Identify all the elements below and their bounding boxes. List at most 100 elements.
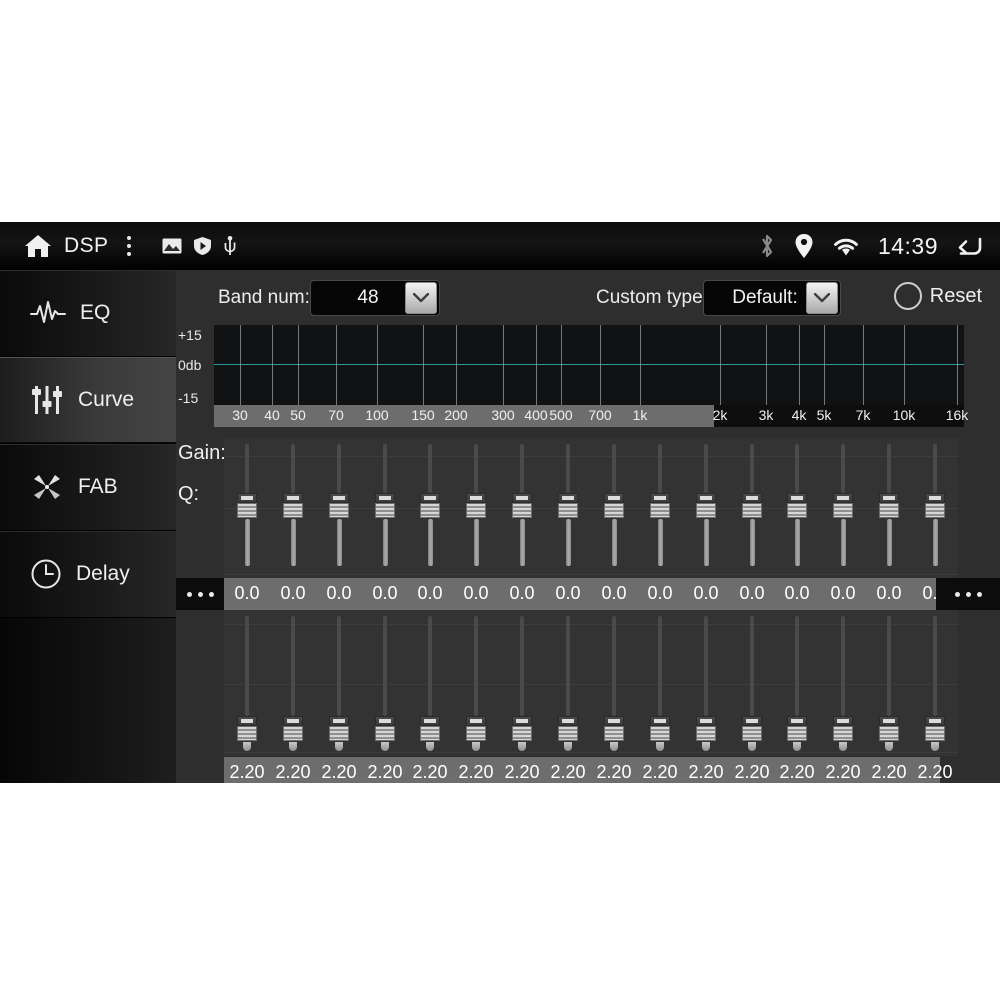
slider-thumb[interactable] [236,492,258,519]
slider[interactable] [419,610,441,756]
slider-thumb-grip [328,502,349,518]
slider-thumb[interactable] [878,492,900,519]
slider-thumb[interactable] [465,492,487,519]
location-icon[interactable] [794,233,814,259]
slider-track-lower [887,518,893,566]
slider-thumb[interactable] [649,715,671,742]
slider[interactable] [465,610,487,756]
slider[interactable] [832,610,854,756]
frequency-tick-label: 150 [411,407,435,423]
sidebar-item-delay[interactable]: Delay [0,531,176,618]
slider[interactable] [511,438,533,578]
frequency-tick-label: 30 [232,407,248,423]
slider-thumb[interactable] [557,715,579,742]
gain-more-right-button[interactable] [936,578,1000,610]
slider[interactable] [924,610,946,756]
sidebar-item-eq[interactable]: EQ [0,270,176,357]
slider[interactable] [878,610,900,756]
slider[interactable] [603,438,625,578]
slider[interactable] [878,438,900,578]
slider-thumb[interactable] [603,715,625,742]
slider-thumb[interactable] [832,715,854,742]
slider[interactable] [328,438,350,578]
slider[interactable] [832,438,854,578]
slider[interactable] [695,610,717,756]
slider-thumb[interactable] [374,715,396,742]
eq-curve-chart[interactable] [214,325,964,405]
slider-thumb[interactable] [878,715,900,742]
slider[interactable] [557,610,579,756]
gain-more-left-button[interactable] [176,578,224,610]
slider[interactable] [465,438,487,578]
slider-thumb[interactable] [695,715,717,742]
usb-icon[interactable] [223,236,237,256]
slider[interactable] [328,610,350,756]
wifi-icon[interactable] [832,235,860,257]
slider-thumb[interactable] [282,715,304,742]
slider[interactable] [374,610,396,756]
slider-value: 2.20 [412,762,448,782]
frequency-tick-label: 40 [264,407,280,423]
sidebar-item-curve[interactable]: Curve [0,357,176,444]
chart-gridline [561,325,562,405]
home-icon[interactable] [24,233,52,259]
slider[interactable] [282,610,304,756]
slider-thumb[interactable] [924,715,946,742]
chevron-down-icon[interactable] [806,282,838,314]
slider[interactable] [374,438,396,578]
slider-thumb[interactable] [419,492,441,519]
slider-end-cap [380,741,389,751]
slider-thumb[interactable] [419,715,441,742]
custom-type-dropdown[interactable]: Default: [703,280,841,316]
slider-thumb[interactable] [511,715,533,742]
slider-end-cap [885,741,894,751]
slider-thumb[interactable] [741,715,763,742]
slider[interactable] [695,438,717,578]
slider[interactable] [741,610,763,756]
slider[interactable] [282,438,304,578]
slider[interactable] [924,438,946,578]
slider[interactable] [236,610,258,756]
slider-thumb[interactable] [786,715,808,742]
slider-thumb[interactable] [282,492,304,519]
slider-thumb[interactable] [786,492,808,519]
slider[interactable] [649,610,671,756]
slider-thumb[interactable] [374,492,396,519]
slider[interactable] [603,610,625,756]
slider[interactable] [236,438,258,578]
slider-thumb[interactable] [741,492,763,519]
slider-thumb[interactable] [695,492,717,519]
gain-section-label: Gain: [178,442,226,464]
slider-thumb-top [512,492,533,503]
slider-end-cap [472,741,481,751]
chevron-down-icon[interactable] [405,282,437,314]
slider[interactable] [557,438,579,578]
back-icon[interactable] [956,235,982,257]
shield-icon[interactable] [194,237,212,255]
slider-thumb[interactable] [236,715,258,742]
slider[interactable] [649,438,671,578]
slider-thumb[interactable] [649,492,671,519]
sidebar-item-fab[interactable]: FAB [0,444,176,531]
overflow-menu-icon[interactable] [120,231,138,261]
slider-thumb[interactable] [511,492,533,519]
slider-thumb[interactable] [603,492,625,519]
slider[interactable] [419,438,441,578]
band-num-dropdown[interactable]: 48 [310,280,440,316]
slider-thumb-grip [603,502,624,518]
slider-thumb[interactable] [557,492,579,519]
slider-thumb[interactable] [924,492,946,519]
slider[interactable] [786,610,808,756]
slider[interactable] [511,610,533,756]
slider-thumb[interactable] [328,715,350,742]
frequency-tick-label: 1k [632,407,648,423]
slider-value: 0.0 [417,583,443,603]
slider[interactable] [786,438,808,578]
bluetooth-icon[interactable] [758,233,776,259]
image-icon[interactable] [162,238,182,254]
slider-thumb[interactable] [328,492,350,519]
slider-thumb[interactable] [465,715,487,742]
reset-button[interactable]: Reset [893,282,982,310]
slider-thumb[interactable] [832,492,854,519]
slider[interactable] [741,438,763,578]
